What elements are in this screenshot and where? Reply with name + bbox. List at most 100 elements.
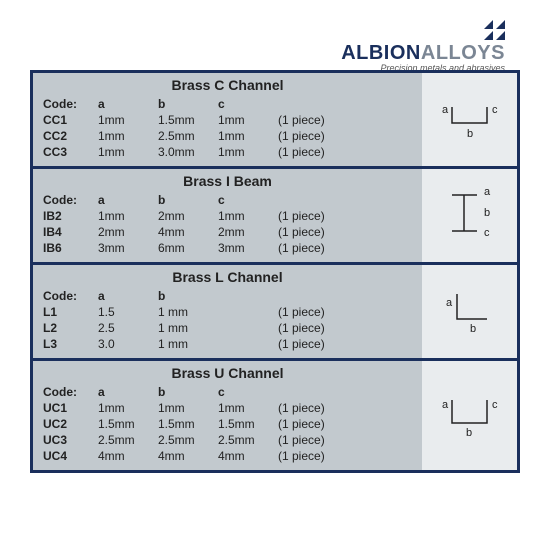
header-row: Code:abc [43, 192, 412, 208]
header-row: Code:abc [43, 384, 412, 400]
logo-shapes-row2 [341, 31, 505, 40]
table-row: L22.51 mm(1 piece) [43, 320, 412, 336]
data-cell: IB4 [43, 224, 98, 240]
u-channel-diagram: a b c [432, 388, 507, 443]
data-cell: 3.0 [98, 336, 158, 352]
data-cell: 1mm [98, 400, 158, 416]
section-diagram: a b c [422, 169, 517, 262]
svg-text:a: a [442, 104, 449, 116]
table-row: L33.01 mm(1 piece) [43, 336, 412, 352]
logo-brand2: ALLOYS [421, 42, 505, 64]
data-cell: 6mm [158, 240, 218, 256]
data-cell: 1.5mm [98, 416, 158, 432]
svg-text:b: b [484, 207, 490, 219]
col-header: Code: [43, 192, 98, 208]
section-data: Brass L Channel Code:ab L11.51 mm(1 piec… [33, 265, 422, 358]
section-title: Brass L Channel [43, 269, 412, 285]
data-cell: 1mm [98, 112, 158, 128]
data-cell: 1mm [218, 208, 278, 224]
data-cell: 4mm [158, 224, 218, 240]
data-cell [218, 320, 278, 336]
data-cell: (1 piece) [278, 320, 412, 336]
col-header: Code: [43, 96, 98, 112]
section-title: Brass C Channel [43, 77, 412, 93]
col-header [278, 96, 412, 112]
data-cell: (1 piece) [278, 144, 412, 160]
data-cell: (1 piece) [278, 208, 412, 224]
data-cell: (1 piece) [278, 304, 412, 320]
data-cell: 1.5mm [158, 112, 218, 128]
col-header: b [158, 288, 218, 304]
data-cell: 1 mm [158, 336, 218, 352]
col-header: b [158, 192, 218, 208]
table-row: CC31mm3.0mm1mm(1 piece) [43, 144, 412, 160]
header-row: Code:abc [43, 96, 412, 112]
svg-text:a: a [442, 399, 449, 411]
logo-text: ALBIONALLOYS [341, 42, 505, 65]
data-cell: 2.5mm [98, 432, 158, 448]
data-cell: L2 [43, 320, 98, 336]
col-header [278, 384, 412, 400]
data-cell: 1mm [158, 400, 218, 416]
col-header: Code: [43, 288, 98, 304]
data-cell: CC2 [43, 128, 98, 144]
table-row: UC11mm1mm1mm(1 piece) [43, 400, 412, 416]
data-cell: (1 piece) [278, 224, 412, 240]
data-cell: 1.5mm [218, 416, 278, 432]
col-header: c [218, 384, 278, 400]
spec-table: Code:abc UC11mm1mm1mm(1 piece)UC21.5mm1.… [43, 384, 412, 464]
section-l-channel: Brass L Channel Code:ab L11.51 mm(1 piec… [33, 265, 517, 361]
section-diagram: a b c [422, 361, 517, 470]
col-header: a [98, 96, 158, 112]
section-diagram: a b c [422, 73, 517, 166]
data-cell: (1 piece) [278, 240, 412, 256]
table-row: IB42mm4mm2mm(1 piece) [43, 224, 412, 240]
data-cell: 2.5 [98, 320, 158, 336]
data-cell: UC4 [43, 448, 98, 464]
data-cell: 2mm [98, 224, 158, 240]
data-cell: 1mm [98, 128, 158, 144]
spec-table: Code:abc IB21mm2mm1mm(1 piece)IB42mm4mm2… [43, 192, 412, 256]
col-header: c [218, 192, 278, 208]
data-cell: 1mm [98, 208, 158, 224]
spec-table-container: Brass C Channel Code:abc CC11mm1.5mm1mm(… [30, 70, 520, 473]
data-cell [218, 336, 278, 352]
data-cell: 1 mm [158, 304, 218, 320]
data-cell: (1 piece) [278, 112, 412, 128]
data-cell: 1mm [218, 128, 278, 144]
logo-brand1: ALBION [341, 42, 421, 64]
table-row: UC32.5mm2.5mm2.5mm(1 piece) [43, 432, 412, 448]
data-cell [218, 304, 278, 320]
data-cell: UC2 [43, 416, 98, 432]
brand-logo: ALBIONALLOYS Precision metals and abrasi… [341, 20, 505, 73]
data-cell: (1 piece) [278, 128, 412, 144]
data-cell: 1.5 [98, 304, 158, 320]
section-title: Brass I Beam [43, 173, 412, 189]
data-cell: CC1 [43, 112, 98, 128]
data-cell: CC3 [43, 144, 98, 160]
data-cell: (1 piece) [278, 448, 412, 464]
data-cell: (1 piece) [278, 336, 412, 352]
section-data: Brass U Channel Code:abc UC11mm1mm1mm(1 … [33, 361, 422, 470]
data-cell: 2.5mm [158, 128, 218, 144]
data-cell: 2mm [218, 224, 278, 240]
data-cell: 1mm [218, 144, 278, 160]
l-channel-diagram: a b [432, 284, 507, 339]
data-cell: 2mm [158, 208, 218, 224]
data-cell: 1.5mm [158, 416, 218, 432]
col-header [218, 288, 278, 304]
svg-text:c: c [492, 399, 498, 411]
data-cell: 2.5mm [158, 432, 218, 448]
section-i-beam: Brass I Beam Code:abc IB21mm2mm1mm(1 pie… [33, 169, 517, 265]
col-header: a [98, 288, 158, 304]
data-cell: (1 piece) [278, 416, 412, 432]
data-cell: 4mm [158, 448, 218, 464]
table-row: UC21.5mm1.5mm1.5mm(1 piece) [43, 416, 412, 432]
i-beam-diagram: a b c [432, 183, 507, 248]
section-c-channel: Brass C Channel Code:abc CC11mm1.5mm1mm(… [33, 73, 517, 169]
data-cell: 2.5mm [218, 432, 278, 448]
data-cell: 3.0mm [158, 144, 218, 160]
col-header: a [98, 192, 158, 208]
data-cell: 3mm [218, 240, 278, 256]
col-header: b [158, 384, 218, 400]
